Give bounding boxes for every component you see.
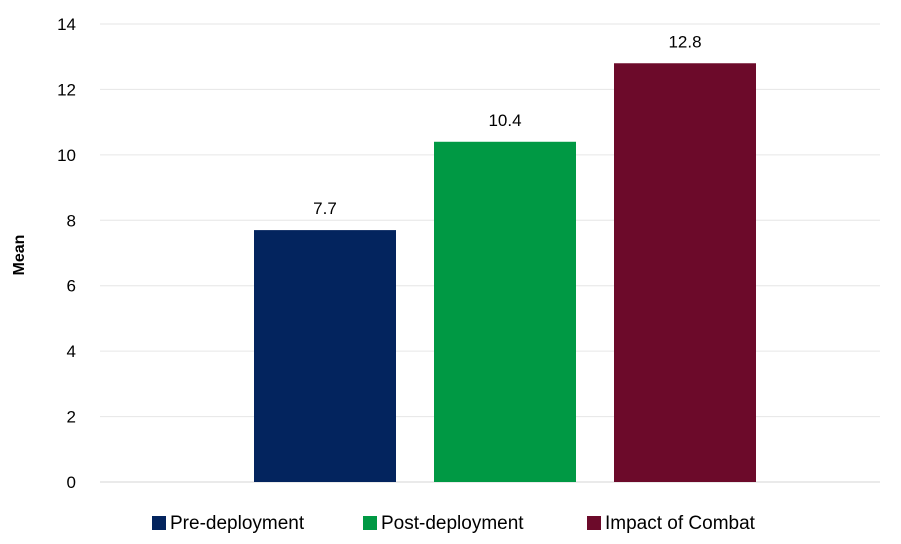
- legend[interactable]: Pre-deployment Post-deployment Impact of C…: [152, 513, 756, 534]
- y-tick-label: 12: [57, 80, 76, 99]
- y-tick-label: 2: [67, 408, 76, 427]
- y-axis-title: Mean: [11, 235, 28, 276]
- bars: [254, 63, 756, 482]
- y-tick-label: 6: [67, 277, 76, 296]
- legend-label[interactable]: Post-deployment: [381, 513, 524, 534]
- legend-swatch: [152, 516, 166, 530]
- legend-swatch: [587, 516, 601, 530]
- data-label: 12.8: [668, 32, 701, 51]
- legend-swatch: [363, 516, 377, 530]
- legend-label[interactable]: Impact of Combat: [605, 513, 756, 534]
- data-labels: 7.7 10.4 12.8: [313, 32, 701, 218]
- y-tick-label: 0: [67, 473, 76, 492]
- bar-impact-of-combat[interactable]: [614, 63, 756, 482]
- data-label: 10.4: [488, 111, 521, 130]
- data-label: 7.7: [313, 199, 337, 218]
- y-tick-label: 4: [67, 342, 76, 361]
- bar-pre-deployment[interactable]: [254, 230, 396, 482]
- y-tick-label: 10: [57, 146, 76, 165]
- legend-label[interactable]: Pre-deployment: [170, 513, 305, 534]
- bar-post-deployment[interactable]: [434, 141, 576, 482]
- y-axis-ticks: 0 2 4 6 8 10 12 14: [57, 15, 76, 492]
- y-tick-label: 14: [57, 15, 76, 34]
- y-tick-label: 8: [67, 211, 76, 230]
